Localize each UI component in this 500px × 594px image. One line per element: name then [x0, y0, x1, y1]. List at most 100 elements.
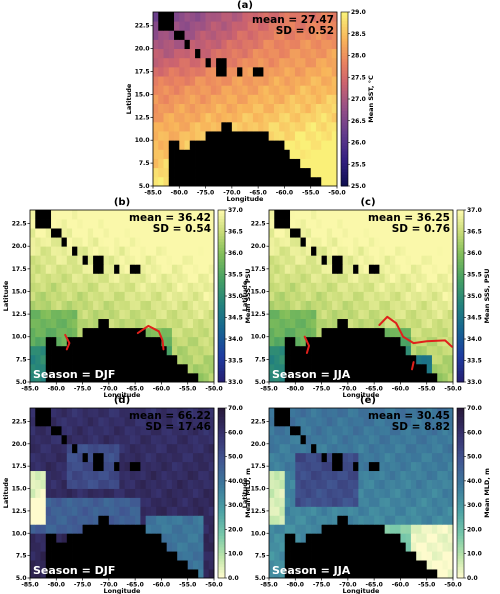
land-cell: [332, 336, 338, 347]
land-cell: [171, 560, 178, 570]
heatmap-cell: [321, 21, 327, 31]
colorbar-step: [457, 515, 464, 519]
heatmap-cell: [442, 228, 449, 238]
heatmap-cell: [150, 246, 157, 256]
y-tick-label: 12.5: [251, 508, 266, 515]
land-cell: [200, 176, 206, 187]
heatmap-cell: [431, 533, 438, 543]
heatmap-cell: [93, 228, 99, 238]
heatmap-cell: [103, 282, 110, 292]
heatmap-cell: [210, 76, 217, 86]
heatmap-cell: [205, 48, 212, 59]
heatmap-cell: [35, 524, 41, 534]
heatmap-cell: [294, 48, 301, 59]
land-cell: [400, 345, 407, 356]
land-cell: [268, 176, 275, 187]
heatmap-cell: [326, 425, 333, 436]
heatmap-cell: [311, 327, 317, 338]
land-cell: [140, 363, 147, 374]
heatmap-cell: [426, 237, 433, 247]
heatmap-cell: [187, 408, 194, 418]
heatmap-cell: [119, 416, 126, 427]
heatmap-cell: [129, 219, 136, 229]
heatmap-cell: [177, 210, 183, 220]
heatmap-cell: [300, 443, 307, 454]
land-cell: [290, 228, 296, 238]
heatmap-cell: [171, 470, 178, 480]
land-cell: [226, 140, 233, 150]
heatmap-cell: [284, 12, 291, 22]
heatmap-cell: [437, 434, 443, 445]
heatmap-cell: [226, 103, 233, 114]
colorbar-step: [341, 130, 348, 135]
heatmap-cell: [61, 264, 68, 274]
heatmap-cell: [442, 291, 449, 301]
heatmap-cell: [226, 48, 233, 59]
heatmap-cell: [321, 12, 327, 22]
colorbar-step: [218, 549, 225, 553]
colorbar-step: [457, 490, 464, 494]
heatmap-cell: [405, 282, 412, 292]
heatmap-cell: [61, 246, 68, 256]
heatmap-cell: [273, 131, 280, 141]
land-cell: [284, 372, 291, 383]
land-cell: [321, 560, 328, 570]
heatmap-cell: [279, 21, 285, 31]
heatmap-cell: [247, 76, 254, 86]
heatmap-cell: [279, 327, 286, 338]
heatmap-cell: [332, 300, 338, 310]
heatmap-cell: [187, 506, 194, 516]
heatmap-cell: [203, 524, 210, 534]
heatmap-cell: [145, 237, 152, 247]
colorbar-step: [457, 425, 464, 429]
heatmap-cell: [30, 425, 36, 436]
heatmap-cell: [337, 228, 343, 238]
heatmap-cell: [166, 336, 173, 347]
heatmap-cell: [242, 57, 249, 68]
season-label: Season = JJA: [272, 564, 351, 577]
plot-frame: [268, 407, 454, 579]
heatmap-cell: [316, 291, 322, 301]
heatmap-cell: [158, 76, 164, 86]
heatmap-cell: [35, 372, 41, 383]
y-tick-label: 17.5: [251, 463, 266, 470]
land-cell: [119, 336, 126, 347]
heatmap-cell: [410, 524, 417, 534]
colorbar-step: [218, 552, 225, 556]
panel-label: (d): [114, 395, 130, 406]
land-cell: [179, 149, 185, 159]
colorbar-tick-label: 35.0: [228, 293, 243, 300]
heatmap-cell: [30, 282, 36, 292]
heatmap-cell: [150, 434, 157, 445]
heatmap-cell: [231, 30, 238, 40]
land-cell: [347, 336, 354, 347]
heatmap-cell: [274, 443, 280, 454]
heatmap-cell: [400, 273, 407, 283]
heatmap-cell: [379, 515, 386, 525]
heatmap-cell: [61, 228, 68, 238]
heatmap-cell: [56, 210, 62, 220]
heatmap-cell: [177, 515, 183, 525]
heatmap-cell: [326, 408, 333, 418]
heatmap-cell: [284, 57, 291, 68]
colorbar-step: [341, 49, 348, 54]
land-cell: [140, 533, 147, 543]
land-cell: [405, 569, 412, 579]
land-cell: [410, 560, 417, 570]
heatmap-cell: [358, 228, 365, 238]
land-cell: [405, 551, 412, 561]
heatmap-cell: [156, 452, 162, 463]
colorbar-step: [457, 476, 464, 480]
heatmap-cell: [416, 318, 422, 329]
land-cell: [61, 560, 68, 570]
heatmap-cell: [437, 354, 443, 365]
heatmap-cell: [368, 219, 375, 229]
land-cell: [274, 408, 280, 418]
heatmap-cell: [163, 121, 170, 132]
heatmap-cell: [379, 425, 386, 436]
land-cell: [231, 131, 238, 141]
heatmap-cell: [426, 219, 433, 229]
sd-stat: SD = 0.52: [276, 25, 334, 37]
y-axis-label: Latitude: [2, 477, 10, 508]
heatmap-cell: [66, 515, 73, 525]
